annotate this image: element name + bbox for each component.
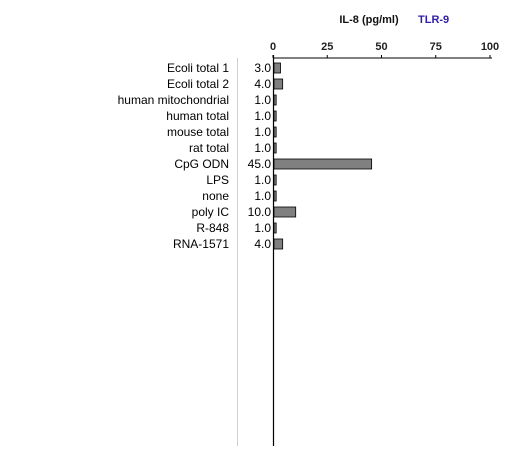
bar-row: CpG ODN 45.0 (174, 157, 373, 171)
category-label: human mitochondrial (118, 93, 229, 107)
category-label: CpG ODN (174, 157, 229, 171)
bar (273, 158, 373, 170)
bar (273, 222, 277, 234)
value-label: 4.0 (254, 77, 271, 91)
value-label: 45.0 (248, 157, 272, 171)
value-label: 1.0 (254, 221, 271, 235)
value-label: 1.0 (254, 109, 271, 123)
bar-row: human total 1.0 (166, 109, 277, 123)
bar (273, 126, 277, 138)
bar-row: none 1.0 (202, 189, 277, 203)
x-tick-label: 0 (270, 41, 276, 53)
bar (273, 190, 277, 202)
value-label: 4.0 (254, 237, 271, 251)
bar (273, 206, 297, 218)
bar (273, 238, 284, 250)
x-tick-label: 25 (321, 41, 333, 53)
value-label: 1.0 (254, 173, 271, 187)
bar-row: LPS 1.0 (206, 173, 277, 187)
bar-row: poly IC 10.0 (192, 205, 297, 219)
category-label: R-848 (196, 221, 229, 235)
bar (273, 142, 277, 154)
x-tick-label: 100 (481, 41, 499, 53)
category-label: mouse total (167, 125, 229, 139)
bars: Ecoli total 1 3.0 Ecoli total 2 4.0 human mi… (118, 61, 373, 251)
chart-subtitle: TLR-9 (418, 14, 449, 26)
bar-row: Ecoli total 1 3.0 (167, 61, 281, 75)
category-label: poly IC (192, 205, 230, 219)
bar-row: R-848 1.0 (196, 221, 277, 235)
x-axis-ticks: 0 25 50 75 100 (270, 41, 499, 58)
bar (273, 94, 277, 106)
category-label: Ecoli total 1 (167, 61, 229, 75)
category-label: rat total (189, 141, 229, 155)
x-tick-label: 50 (375, 41, 387, 53)
bar-row: human mitochondrial 1.0 (118, 93, 277, 107)
bar-row: Ecoli total 2 4.0 (167, 77, 284, 91)
bar (273, 62, 281, 74)
chart-title: IL-8 (pg/ml) (339, 14, 399, 26)
bar-row: mouse total 1.0 (167, 125, 277, 139)
bar-row: rat total 1.0 (189, 141, 277, 155)
category-label: LPS (206, 173, 229, 187)
category-label: RNA-1571 (173, 237, 229, 251)
bar (273, 110, 277, 122)
value-label: 1.0 (254, 189, 271, 203)
x-tick-label: 75 (430, 41, 442, 53)
category-label: Ecoli total 2 (167, 77, 229, 91)
value-label: 10.0 (248, 205, 272, 219)
category-label: human total (166, 109, 229, 123)
bar-row: RNA-1571 4.0 (173, 237, 284, 251)
bar (273, 78, 284, 90)
value-label: 1.0 (254, 93, 271, 107)
category-label: none (202, 189, 229, 203)
value-label: 1.0 (254, 125, 271, 139)
value-label: 3.0 (254, 61, 271, 75)
bar (273, 174, 277, 186)
value-label: 1.0 (254, 141, 271, 155)
